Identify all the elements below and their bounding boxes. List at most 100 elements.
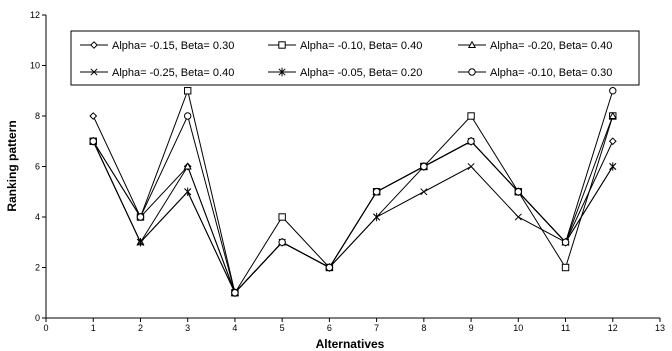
legend-item: Alpha= -0.10, Beta= 0.40 [268, 40, 422, 52]
x-marker [420, 188, 428, 196]
x-tick-label: 2 [138, 323, 143, 333]
y-tick-label: 0 [35, 313, 40, 323]
star-marker [136, 238, 145, 247]
square-marker [278, 41, 286, 49]
x-marker [467, 162, 475, 171]
legend: Alpha= -0.15, Beta= 0.30 Alpha= -0.10, Be… [70, 30, 640, 86]
x-tick-label: 0 [43, 323, 48, 333]
y-tick-label: 6 [35, 162, 40, 172]
data-point [136, 238, 145, 247]
data-point [89, 137, 97, 145]
triangle-marker [608, 111, 617, 120]
x-tick-label: 9 [469, 323, 474, 333]
data-point [278, 238, 286, 246]
star-marker [184, 187, 192, 196]
triangle-marker [183, 162, 192, 170]
circle-marker [609, 87, 617, 95]
data-point [514, 213, 522, 221]
legend-label: Alpha= -0.25, Beta= 0.40 [112, 67, 234, 79]
x-tick-label: 7 [374, 323, 379, 333]
data-point [609, 87, 617, 95]
data-point [608, 111, 617, 120]
x-marker [514, 213, 522, 221]
y-tick-label: 4 [35, 212, 40, 222]
data-point [609, 162, 617, 171]
data-point [561, 263, 570, 272]
legend-item: Alpha= -0.25, Beta= 0.40 [80, 67, 234, 79]
circle-marker [468, 68, 476, 76]
legend-label: Alpha= -0.05, Beta= 0.20 [300, 67, 422, 79]
x-tick-label: 3 [185, 323, 190, 333]
data-point [278, 213, 286, 221]
x-tick-label: 6 [327, 323, 332, 333]
square-marker [278, 213, 286, 221]
data-point [183, 162, 192, 170]
circle-marker [467, 137, 475, 145]
legend-item: Alpha= -0.15, Beta= 0.30 [80, 40, 234, 52]
data-point [373, 212, 381, 222]
legend-label: Alpha= -0.20, Beta= 0.40 [490, 40, 612, 52]
y-tick-label: 2 [35, 263, 40, 273]
data-point [467, 162, 475, 171]
data-point [231, 289, 239, 297]
data-point [183, 112, 192, 120]
diamond-marker [90, 41, 98, 49]
series-line [92, 140, 614, 294]
x-tick-label: 8 [421, 323, 426, 333]
series-line [92, 141, 614, 294]
circle-marker [89, 137, 97, 145]
series-line [92, 115, 614, 294]
data-point [372, 188, 381, 196]
x-marker-stroke [90, 68, 98, 76]
legend-item: Alpha= -0.10, Beta= 0.30 [458, 67, 612, 79]
legend-box [70, 30, 640, 86]
square-marker [467, 112, 475, 120]
y-tick-label: 10 [30, 61, 40, 71]
circle-marker [231, 289, 239, 297]
series-4 [89, 137, 617, 297]
legend-item: Alpha= -0.05, Beta= 0.20 [268, 67, 422, 79]
x-tick-label: 13 [655, 323, 665, 333]
series-line [92, 90, 614, 294]
star-marker [373, 212, 381, 222]
triangle-marker [467, 40, 477, 49]
circle-marker [183, 112, 192, 120]
x-tick-label: 12 [608, 323, 618, 333]
data-point [136, 213, 145, 221]
circle-marker [278, 238, 286, 246]
square-marker [183, 87, 192, 95]
data-point [325, 263, 334, 272]
circle-marker [372, 188, 381, 196]
data-point [467, 137, 475, 145]
diamond-marker [608, 137, 617, 146]
data-point [183, 87, 192, 95]
star-marker [278, 67, 286, 77]
y-axis-title: Ranking pattern [5, 120, 19, 211]
circle-marker [561, 238, 570, 246]
x-tick-label: 11 [561, 323, 570, 333]
data-point [561, 238, 570, 246]
x-marker [90, 68, 98, 76]
x-tick-label: 4 [232, 323, 237, 333]
data-point [184, 187, 192, 196]
data-point [514, 188, 523, 196]
data-point [608, 137, 617, 146]
legend-label: Alpha= -0.10, Beta= 0.30 [490, 67, 612, 79]
x-tick-label: 1 [91, 323, 96, 333]
data-point [89, 112, 98, 120]
data-point [420, 188, 428, 196]
star-marker [609, 162, 617, 171]
diamond-marker [89, 112, 98, 120]
y-tick-label: 8 [35, 111, 40, 121]
series-5 [89, 137, 617, 297]
x-tick-label: 10 [513, 323, 523, 333]
square-marker [561, 263, 570, 272]
y-tick-label: 12 [30, 10, 40, 20]
series-6 [89, 87, 617, 297]
x-marker-stroke [514, 213, 522, 221]
x-tick-label: 5 [280, 323, 285, 333]
legend-label: Alpha= -0.10, Beta= 0.40 [300, 40, 422, 52]
x-marker-stroke [467, 162, 475, 171]
circle-marker [514, 188, 523, 196]
